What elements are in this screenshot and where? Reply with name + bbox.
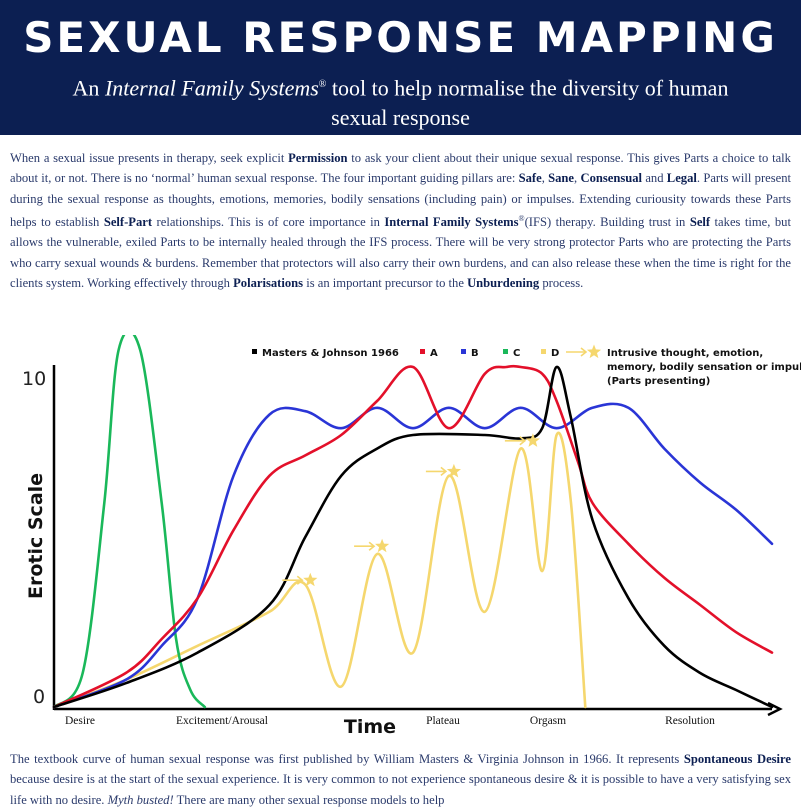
x-axis-arrow-icon	[767, 701, 783, 717]
legend-label: B	[471, 348, 479, 359]
header-banner: SEXUAL RESPONSE MAPPING An Internal Fami…	[0, 0, 801, 135]
outro-paragraph: The textbook curve of human sexual respo…	[10, 752, 792, 807]
x-category-label: Excitement/Arousal	[176, 715, 268, 727]
legend-item-parts-presenting: Intrusive thought, emotion, memory, bodil…	[566, 344, 801, 387]
sexual-response-chart: Masters & Johnson 1966 A B C D Intrusive thou…	[22, 335, 801, 738]
series-line-c	[52, 335, 207, 709]
page-subtitle: An Internal Family Systems® tool to help…	[60, 70, 741, 133]
series-line-d	[52, 431, 587, 709]
subtitle-italic: Internal Family Systems	[104, 75, 319, 101]
legend-item: B	[461, 348, 479, 359]
legend-star-icon	[586, 344, 602, 359]
y-axis-title: Erotic Scale	[25, 473, 47, 599]
legend-item: A	[420, 348, 438, 359]
x-axis-title: Time	[344, 716, 396, 738]
legend-item: Masters & Johnson 1966	[252, 348, 399, 359]
page-title: SEXUAL RESPONSE MAPPING	[23, 13, 778, 62]
legend-label: Masters & Johnson 1966	[262, 348, 399, 359]
series-line-masters-johnson-1966	[52, 365, 774, 709]
legend-label: C	[513, 348, 520, 359]
chart-labels: Erotic Scale Time 10 0 Desire Excitement/Arou…	[22, 368, 715, 738]
legend-label: A	[430, 348, 438, 359]
legend-swatch	[541, 349, 546, 354]
star-marker-icon	[354, 538, 390, 553]
series-line-a	[52, 364, 774, 709]
legend-label-parts-presenting: Intrusive thought, emotion, memory, bodil…	[607, 348, 801, 387]
chart-lines	[52, 335, 774, 709]
legend-swatch	[252, 349, 257, 354]
legend-label: D	[551, 348, 559, 359]
chart-legend: Masters & Johnson 1966 A B C D Intrusive thou…	[252, 344, 801, 387]
star-marker-icon	[504, 433, 540, 447]
star-marker-icon	[282, 572, 318, 587]
intro-paragraph: When a sexual issue presents in therapy,…	[10, 151, 792, 290]
subtitle-post: tool to help normalise the diversity of …	[326, 75, 729, 131]
y-tick-label-bottom: 0	[33, 686, 45, 708]
x-category-label: Resolution	[665, 715, 715, 727]
subtitle-pre: An	[72, 75, 105, 101]
y-tick-label-top: 10	[22, 368, 46, 390]
x-category-label: Plateau	[426, 715, 460, 727]
chart-axes	[52, 365, 783, 717]
chart-star-markers	[282, 433, 540, 587]
legend-item: C	[503, 348, 520, 359]
legend-swatch	[503, 349, 508, 354]
legend-swatch	[420, 349, 425, 354]
series-line-b	[52, 402, 774, 709]
legend-swatch	[461, 349, 466, 354]
subtitle-registered-mark: ®	[318, 79, 327, 90]
legend-item: D	[541, 348, 559, 359]
star-marker-icon	[425, 463, 461, 478]
x-category-label: Orgasm	[530, 715, 566, 727]
x-category-label: Desire	[65, 715, 95, 727]
